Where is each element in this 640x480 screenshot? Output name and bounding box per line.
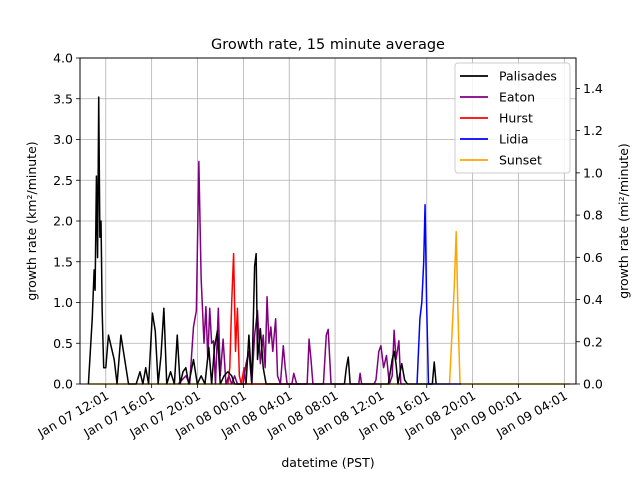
legend: Palisades Eaton Hurst Lidia Sunset [454, 62, 571, 174]
y-right-tick-label: 0.8 [583, 208, 603, 223]
series-line-lidia [416, 203, 461, 385]
y-axis-left-label: growth rate (km²/minute) [24, 141, 39, 300]
legend-label: Eaton [499, 90, 535, 105]
y-right-tick-label: 0.4 [583, 292, 603, 307]
legend-label: Lidia [499, 132, 529, 147]
legend-label: Hurst [499, 111, 533, 126]
chart-title: Growth rate, 15 minute average [211, 37, 445, 53]
y-axis-right-label: growth rate (mi²/minute) [616, 143, 631, 299]
y-left-tick-label: 4.0 [53, 51, 73, 66]
y-right-tick-label: 0.6 [583, 250, 603, 265]
y-left-tick-label: 3.5 [53, 91, 73, 106]
y-left-tick-label: 2.5 [53, 173, 73, 188]
legend-label: Sunset [499, 153, 542, 168]
y-left-tick-label: 1.5 [53, 254, 73, 269]
x-axis-label: datetime (PST) [281, 455, 374, 470]
series-line-palisades [87, 96, 437, 385]
y-left-tick-label: 1.0 [53, 295, 73, 310]
y-left-tick-label: 2.0 [53, 214, 73, 229]
y-right-tick-label: 1.2 [583, 123, 603, 138]
legend-label: Palisades [499, 69, 557, 84]
y-left-tick-label: 0.5 [53, 336, 73, 351]
y-right-tick-label: 1.4 [583, 81, 603, 96]
y-left-tick-label: 0.0 [53, 377, 73, 392]
y-right-tick-label: 0.0 [583, 377, 603, 392]
series-line-eaton [177, 160, 406, 385]
legend-box [454, 62, 571, 174]
y-right-tick-label: 0.2 [583, 334, 603, 349]
y-left-tick-label: 3.0 [53, 132, 73, 147]
y-right-tick-label: 1.0 [583, 165, 603, 180]
